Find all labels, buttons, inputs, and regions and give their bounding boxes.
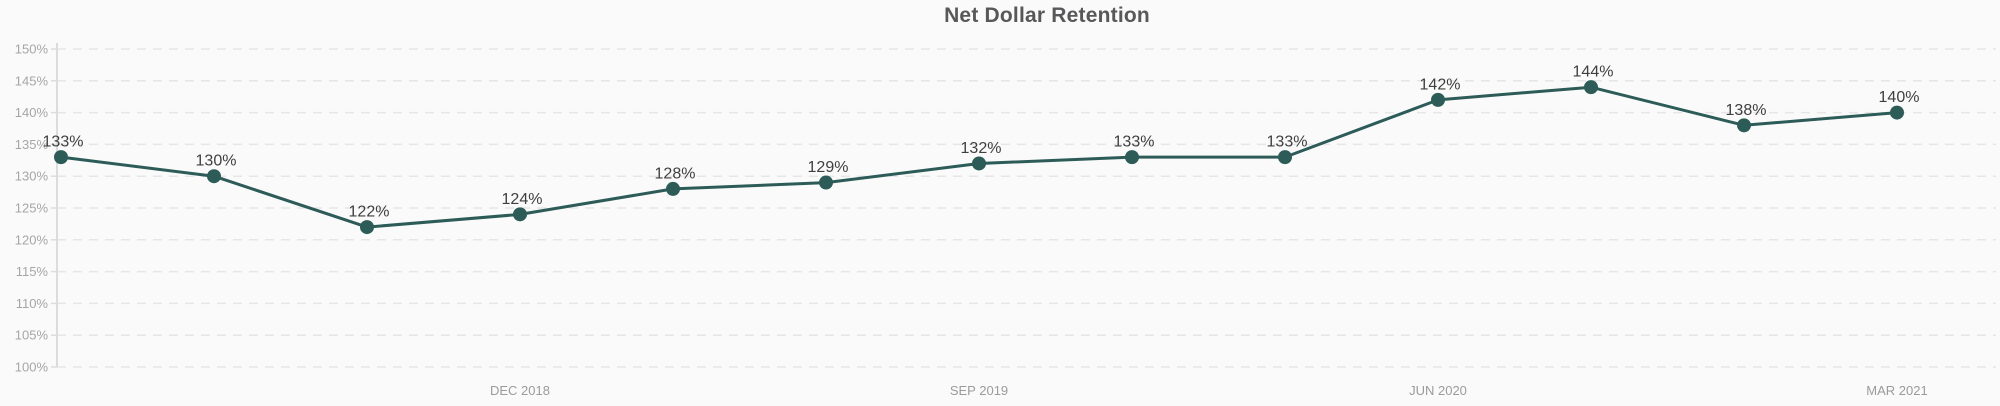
data-point[interactable] bbox=[513, 207, 527, 222]
data-point[interactable] bbox=[666, 181, 680, 196]
data-point-label: 133% bbox=[43, 134, 84, 151]
y-tick-label: 115% bbox=[16, 264, 49, 279]
y-tick-label: 145% bbox=[15, 73, 49, 88]
y-tick-label: 125% bbox=[15, 201, 49, 216]
data-point[interactable] bbox=[1431, 92, 1445, 107]
data-point-label: 124% bbox=[502, 191, 543, 208]
data-point-label: 133% bbox=[1267, 134, 1308, 151]
data-point-label: 129% bbox=[808, 159, 849, 176]
data-point[interactable] bbox=[54, 150, 68, 165]
data-point-label: 130% bbox=[196, 153, 237, 170]
data-point[interactable] bbox=[972, 156, 986, 171]
y-tick-label: 105% bbox=[15, 328, 49, 343]
y-tick-label: 120% bbox=[15, 232, 49, 247]
data-point[interactable] bbox=[207, 169, 221, 184]
y-tick-label: 110% bbox=[16, 296, 49, 311]
y-tick-label: 135% bbox=[15, 137, 49, 152]
data-point-label: 122% bbox=[349, 204, 390, 221]
data-point-label: 133% bbox=[1114, 134, 1155, 151]
data-point-label: 144% bbox=[1573, 64, 1614, 81]
data-point[interactable] bbox=[1737, 118, 1751, 133]
x-tick-label: MAR 2021 bbox=[1866, 383, 1927, 398]
y-tick-label: 130% bbox=[15, 169, 49, 184]
y-tick-label: 150% bbox=[15, 42, 49, 57]
data-point[interactable] bbox=[1278, 150, 1292, 165]
y-tick-label: 140% bbox=[15, 105, 49, 120]
data-point-label: 140% bbox=[1879, 89, 1920, 106]
data-point-label: 128% bbox=[655, 165, 696, 182]
data-point-label: 138% bbox=[1726, 102, 1767, 119]
data-point-label: 142% bbox=[1420, 76, 1461, 93]
y-tick-label: 100% bbox=[15, 360, 49, 375]
x-tick-label: SEP 2019 bbox=[950, 383, 1008, 398]
chart-title: Net Dollar Retention bbox=[944, 4, 1150, 27]
data-point[interactable] bbox=[1890, 105, 1904, 120]
x-tick-label: DEC 2018 bbox=[490, 383, 550, 398]
data-point[interactable] bbox=[360, 220, 374, 235]
data-point-label: 132% bbox=[961, 140, 1002, 157]
data-point[interactable] bbox=[1125, 150, 1139, 165]
x-tick-label: JUN 2020 bbox=[1409, 383, 1467, 398]
data-point[interactable] bbox=[819, 175, 833, 190]
data-point[interactable] bbox=[1584, 80, 1598, 95]
